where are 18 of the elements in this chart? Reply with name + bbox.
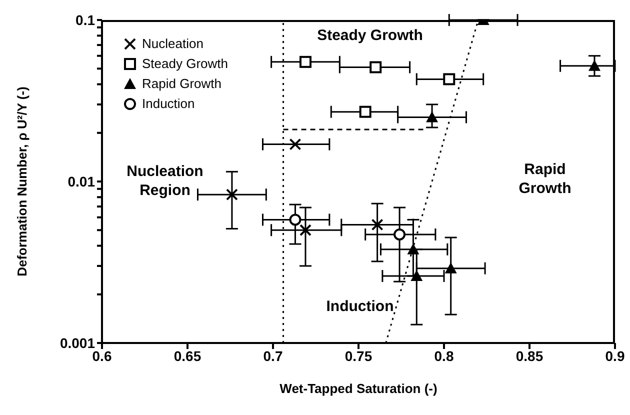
y-tick-label: 0.01 [68, 173, 96, 190]
legend-label: Steady Growth [142, 55, 228, 73]
y-axis-title: Deformation Number, ρ U²/Y (-) [14, 86, 30, 276]
annotation: Rapid Growth [518, 160, 572, 198]
x-tick-label: 0.7 [263, 348, 283, 364]
x-tick-label: 0.65 [174, 348, 202, 364]
legend-label: Rapid Growth [142, 75, 222, 93]
annotation: Nucleation Region [126, 162, 204, 200]
x-tick-label: 0.75 [344, 348, 372, 364]
x-tick-label: 0.85 [516, 348, 544, 364]
y-tick-label: 0.1 [76, 12, 96, 28]
annotation: Induction [325, 297, 395, 316]
legend-label: Nucleation [142, 35, 204, 53]
annotation: Steady Growth [316, 26, 424, 45]
x-axis-title: Wet-Tapped Saturation (-) [280, 381, 438, 396]
x-tick-label: 0.8 [434, 348, 454, 364]
x-tick-label: 0.9 [605, 348, 625, 364]
legend-label: Induction [142, 95, 195, 113]
